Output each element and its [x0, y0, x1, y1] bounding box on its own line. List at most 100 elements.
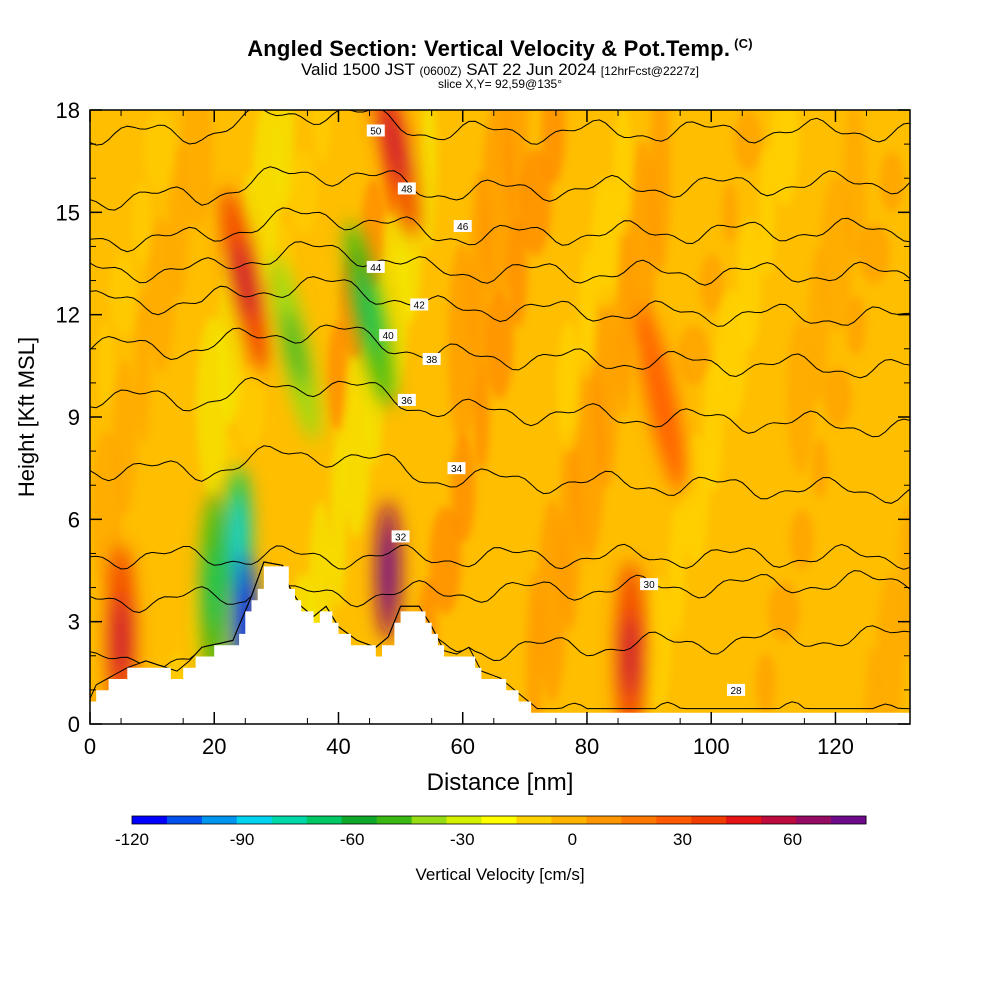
- texture-blob: [327, 322, 348, 431]
- texture-blob: [473, 363, 490, 471]
- texture-blob: [786, 318, 815, 475]
- contour-label: 48: [401, 184, 413, 195]
- theta-contours: [90, 110, 910, 710]
- colorbar-tick-label: -90: [230, 830, 255, 849]
- contour-label: 28: [730, 686, 742, 697]
- theta-contour-line: [90, 241, 910, 286]
- contour-label: 38: [426, 355, 438, 366]
- x-tick-label: 0: [84, 734, 96, 759]
- colorbar-frame: [131, 815, 867, 825]
- colorbar-swatch: [306, 816, 343, 824]
- valid-time: Valid 1500 JST (0600Z) SAT 22 Jun 2024 […: [0, 60, 1000, 80]
- texture-blob: [289, 149, 318, 234]
- texture-blob: [97, 323, 114, 408]
- contour-label: 50: [370, 126, 382, 137]
- valid-utc: (0600Z): [419, 64, 462, 78]
- texture-blob: [482, 110, 515, 305]
- colorbar-swatch: [341, 816, 378, 824]
- texture-blob: [168, 144, 189, 301]
- contour-label-bg: [640, 578, 659, 591]
- y-tick-label: 3: [68, 610, 80, 635]
- theta-contour-line: [90, 276, 910, 327]
- velocity-texture: [90, 110, 910, 724]
- y-tick-label: 12: [56, 303, 80, 328]
- contour-label-bg: [410, 298, 429, 311]
- x-tick-label: 100: [693, 734, 730, 759]
- x-tick-label: 60: [450, 734, 474, 759]
- colorbar-tick-label: -60: [340, 830, 365, 849]
- texture-blob: [196, 316, 229, 497]
- colorbar-swatch: [236, 816, 273, 824]
- colorbar-swatch: [586, 816, 622, 824]
- texture-blob: [864, 646, 881, 724]
- texture-blob: [342, 357, 371, 538]
- texture-blob: [187, 579, 204, 664]
- colorbar: -120 -90 -60 -30 0 30 60: [115, 815, 867, 849]
- texture-blob: [755, 653, 776, 714]
- y-tick-label: 9: [68, 405, 80, 430]
- contour-label: 32: [395, 532, 407, 543]
- colorbar-swatch: [656, 816, 692, 824]
- theta-contour-line: [90, 561, 910, 614]
- colorbar-swatch: [726, 816, 762, 824]
- texture-blob: [820, 175, 853, 332]
- texture-blob: [681, 432, 710, 565]
- colorbar-tick-label: 60: [783, 830, 802, 849]
- texture-blob: [823, 366, 852, 427]
- contour-label-bg: [422, 353, 441, 366]
- texture-blob: [789, 509, 814, 570]
- texture-blob: [448, 243, 477, 448]
- texture-blob: [771, 110, 800, 207]
- terrain: [90, 566, 910, 724]
- texture-blob: [669, 504, 686, 637]
- texture-blob: [699, 253, 724, 314]
- contour-label: 30: [644, 580, 656, 591]
- texture-blob: [578, 248, 595, 381]
- texture-blob: [876, 574, 905, 724]
- texture-blob: [845, 294, 866, 355]
- contour-label-bg: [447, 462, 466, 475]
- texture-blob: [420, 110, 437, 252]
- colorbar-swatch: [201, 816, 238, 824]
- texture-blob: [330, 429, 347, 610]
- texture-blob: [541, 110, 566, 185]
- x-axis-label: Distance [nm]: [427, 769, 574, 796]
- colorbar-swatch: [691, 816, 727, 824]
- texture-blob: [311, 110, 332, 163]
- chart-title: Angled Section: Vertical Velocity & Pot.…: [0, 36, 1000, 62]
- theta-contour-line: [90, 561, 910, 668]
- texture-blob: [613, 110, 633, 238]
- colorbar-swatch: [376, 816, 413, 824]
- velocity-feature-core: [383, 110, 406, 184]
- texture-blob: [252, 110, 281, 282]
- texture-blob: [703, 361, 724, 494]
- valid-prefix: Valid 1500 JST: [300, 60, 415, 79]
- velocity-feature: [637, 306, 686, 493]
- theta-contour-line: [90, 166, 910, 211]
- y-tick-label: 6: [68, 507, 80, 532]
- colorbar-swatch: [132, 816, 168, 824]
- texture-blob: [879, 151, 904, 212]
- velocity-feature-core: [234, 241, 257, 320]
- texture-blob: [857, 223, 890, 284]
- theta-contour-line: [90, 207, 910, 253]
- y-tick-label: 15: [56, 200, 80, 225]
- contour-label-bg: [727, 683, 746, 696]
- texture-blob: [451, 434, 476, 543]
- texture-blob: [733, 110, 762, 171]
- velocity-feature-core: [284, 309, 306, 388]
- forecast-info: [12hrFcst@2227z]: [600, 64, 699, 78]
- texture-blob: [233, 364, 266, 449]
- velocity-feature-core: [381, 530, 396, 611]
- y-tick-label: 18: [56, 98, 80, 123]
- contour-label-bg: [391, 530, 410, 543]
- x-tick-label: 80: [575, 734, 599, 759]
- plot-area: 28 30 32 34 36 38 40 42 44 46 48 50: [90, 110, 910, 724]
- title-text: Angled Section: Vertical Velocity & Pot.…: [247, 36, 731, 61]
- colorbar-tick-label: 30: [673, 830, 692, 849]
- contour-label-bg: [397, 393, 416, 406]
- y-axis-label: Height [Kft MSL]: [14, 337, 39, 497]
- texture-blob: [134, 287, 151, 444]
